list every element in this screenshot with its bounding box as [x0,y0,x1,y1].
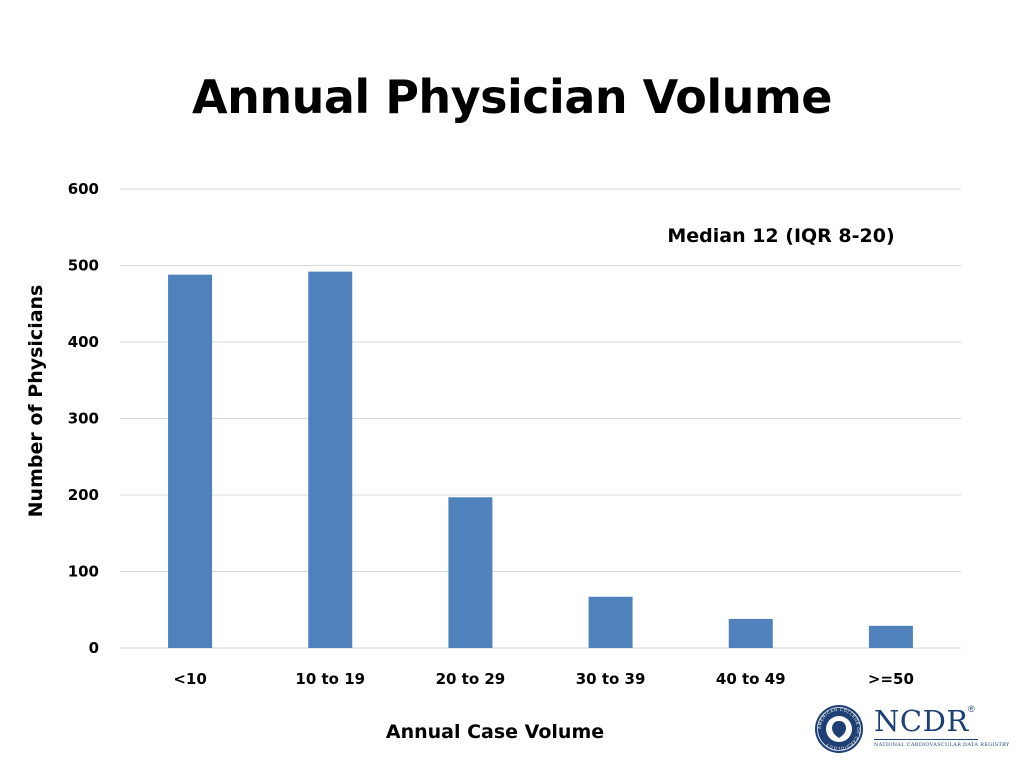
y-axis-ticks: 0 100 200 300 400 500 600 [68,180,99,657]
bar [168,274,213,648]
ncdr-tagline: NATIONAL CARDIOVASCULAR DATA REGISTRY [874,742,1010,748]
slide-title: Annual Physician Volume [192,70,832,124]
y-tick-label: 200 [68,486,99,504]
bars [168,271,913,648]
x-tick-label: <10 [173,670,206,688]
x-axis-title: Annual Case Volume [386,721,604,743]
x-tick-label: >=50 [868,670,914,688]
y-tick-label: 600 [68,180,99,198]
y-tick-label: 300 [68,410,99,428]
y-tick-label: 500 [68,257,99,275]
logo-divider [874,739,978,740]
x-tick-label: 20 to 29 [436,670,506,688]
bar [868,625,913,648]
y-tick-label: 400 [68,333,99,351]
x-axis-ticks: <10 10 to 19 20 to 29 30 to 39 40 to 49 >=50 [173,670,914,688]
ncdr-logo: AMERICAN COLLEGE OF CARDIOLOGY NCDR ® NA… [814,702,1009,758]
x-tick-label: 30 to 39 [576,670,646,688]
registered-mark: ® [968,704,975,714]
median-annotation: Median 12 (IQR 8-20) [667,225,894,247]
x-tick-label: 40 to 49 [716,670,786,688]
bar [448,497,493,648]
x-tick-label: 10 to 19 [295,670,365,688]
ncdr-wordmark: NCDR [874,704,969,738]
bar [588,596,633,648]
bar [308,271,353,648]
acc-seal-icon: AMERICAN COLLEGE OF CARDIOLOGY [815,705,863,753]
grid-lines [120,188,961,649]
bar [728,618,773,648]
y-tick-label: 0 [89,639,99,657]
y-axis-title: Number of Physicians [25,285,47,518]
y-tick-label: 100 [68,563,99,581]
